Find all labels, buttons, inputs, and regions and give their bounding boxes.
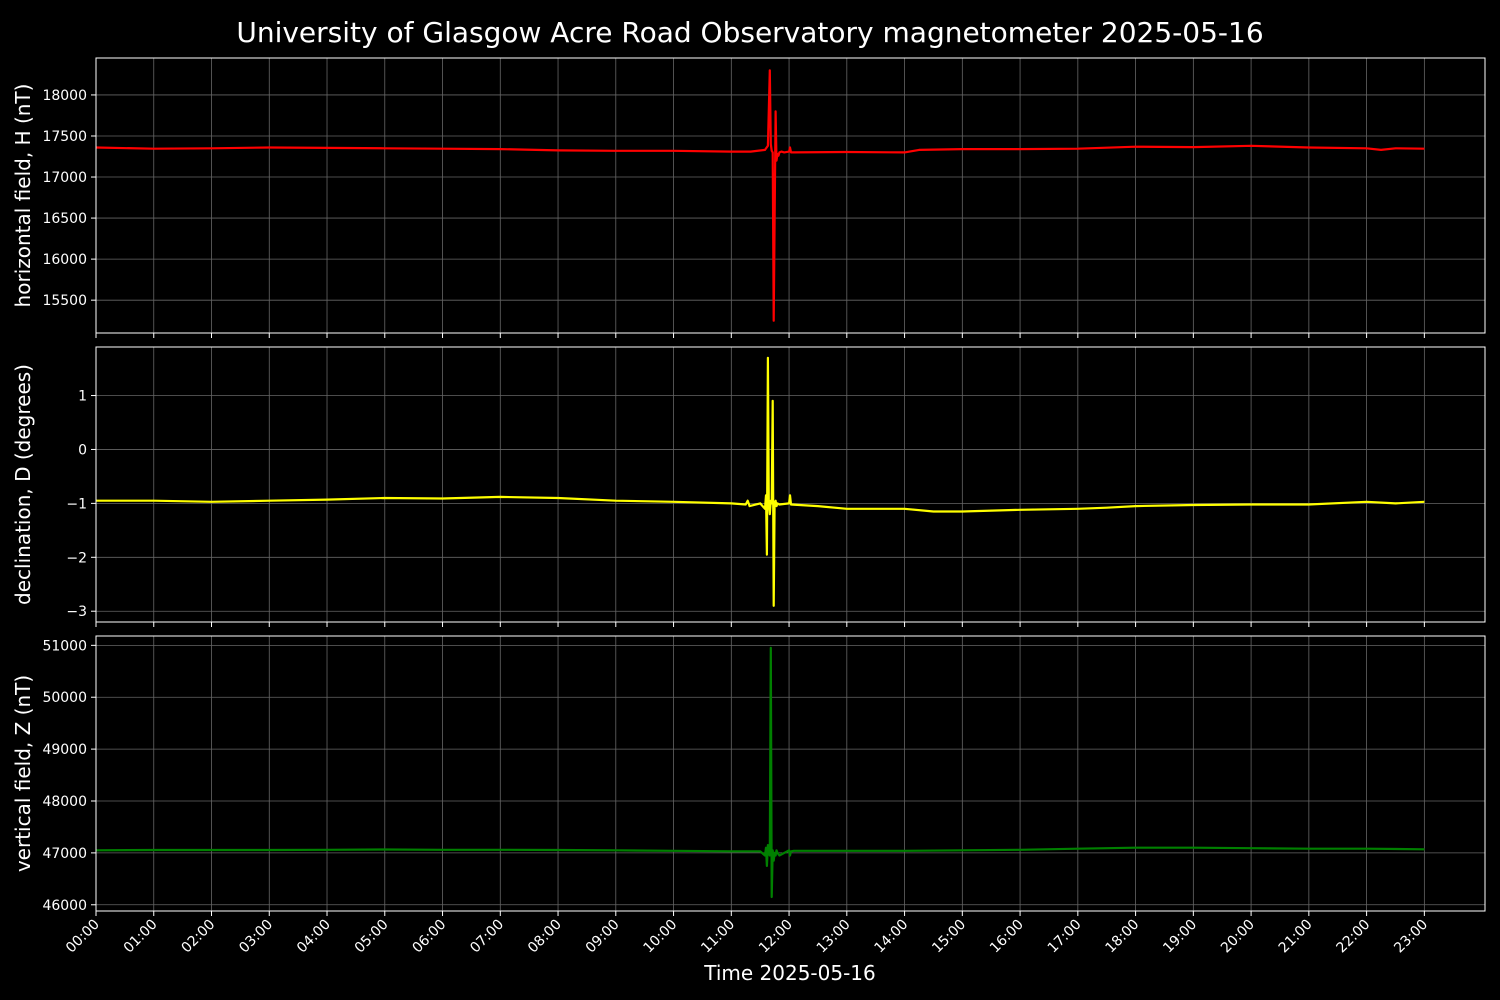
y-tick-label: 46000: [42, 898, 87, 914]
x-tick-label: 22:00: [1334, 917, 1374, 957]
y-tick-label: 47000: [42, 846, 87, 862]
y-tick-label: 16500: [42, 211, 87, 227]
x-tick-label: 05:00: [352, 917, 392, 957]
x-tick-label: 12:00: [756, 917, 796, 957]
x-tick-label: 16:00: [987, 917, 1027, 957]
chart-title: University of Glasgow Acre Road Observat…: [236, 16, 1263, 49]
x-tick-label: 23:00: [1391, 917, 1431, 957]
panel-frame: [95, 57, 1486, 334]
x-tick-label: 07:00: [467, 917, 507, 957]
series-line-1: [95, 69, 1425, 322]
x-tick-label: 06:00: [410, 917, 450, 957]
y-axis-label: horizontal field, H (nT): [11, 84, 35, 308]
panel-frame: [95, 635, 1486, 912]
x-tick-label: 15:00: [929, 917, 969, 957]
y-axis-label: declination, D (degrees): [11, 364, 35, 605]
x-tick-label: 21:00: [1276, 917, 1316, 957]
panel-1: 15500 16000 16500 17000 17500 18000 horizontal…: [11, 57, 1486, 338]
y-tick-label: −3: [66, 604, 87, 620]
y-tick-label: 0: [78, 442, 87, 458]
x-tick-label: 00:00: [63, 917, 103, 957]
x-tick-label: 09:00: [583, 917, 623, 957]
x-tick-label: 04:00: [294, 917, 334, 957]
x-axis-label: Time 2025-05-16: [703, 961, 876, 985]
y-tick-label: 50000: [42, 690, 87, 706]
x-tick-label: 19:00: [1160, 917, 1200, 957]
series-line-3: [95, 646, 1425, 899]
y-tick-label: −1: [66, 496, 87, 512]
x-tick-label: 18:00: [1103, 917, 1143, 957]
chart-panels: 15500 16000 16500 17000 17500 18000 horizontal…: [11, 57, 1486, 957]
x-tick-label: 17:00: [1045, 917, 1085, 957]
y-tick-label: 49000: [42, 742, 87, 758]
x-tick-label: 01:00: [121, 917, 161, 957]
x-tick-label: 02:00: [178, 917, 218, 957]
x-tick-label: 14:00: [872, 917, 912, 957]
panel-2: −3 −2 −1 0 1 declination, D (degrees): [11, 346, 1486, 627]
x-tick-label: 20:00: [1218, 917, 1258, 957]
y-tick-label: 51000: [42, 638, 87, 654]
y-tick-label: 17000: [42, 170, 87, 186]
x-tick-label: 13:00: [814, 917, 854, 957]
y-tick-label: 17500: [42, 129, 87, 145]
y-tick-label: 48000: [42, 794, 87, 810]
x-tick-label: 08:00: [525, 917, 565, 957]
y-tick-label: 1: [78, 389, 87, 405]
y-tick-label: 18000: [42, 88, 87, 104]
x-tick-label: 11:00: [698, 917, 738, 957]
x-tick-labels: 00:00 01:00 02:00 03:00 04:00 05:00 06:00 07:00…: [63, 917, 1431, 957]
series-line-2: [96, 356, 1425, 607]
x-tick-label: 10:00: [641, 917, 681, 957]
panel-3: 46000 47000 48000 49000 50000 51000 vertical f…: [11, 635, 1486, 916]
y-tick-label: −2: [66, 550, 87, 566]
panel-frame: [95, 346, 1486, 623]
y-axis-label: vertical field, Z (nT): [11, 675, 35, 872]
y-tick-label: 15500: [42, 293, 87, 309]
y-tick-label: 16000: [42, 252, 87, 268]
x-tick-label: 03:00: [236, 917, 276, 957]
